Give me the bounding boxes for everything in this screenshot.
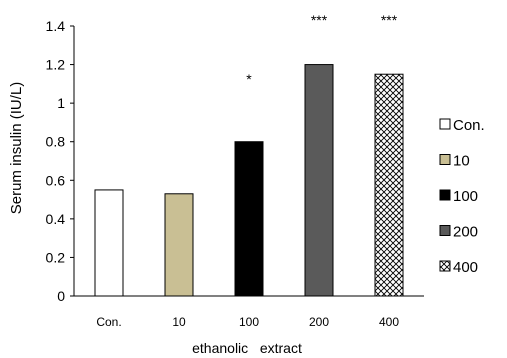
y-tick-label: 1.4 (46, 18, 66, 34)
y-ticks: 0 0.2 0.4 0.6 0.8 1 1.2 1.4 (46, 18, 74, 304)
legend-swatch (439, 118, 451, 130)
legend-label: Con. (453, 117, 485, 134)
x-tick-label: Con. (96, 315, 121, 329)
y-tick-label: 0.4 (46, 211, 66, 227)
significance-marker: *** (311, 12, 328, 28)
legend-label: 100 (453, 188, 478, 205)
bar-3 (234, 141, 264, 297)
y-tick-label: 0 (57, 288, 65, 304)
legend-label: 200 (453, 224, 478, 241)
legend-label: 400 (453, 259, 478, 276)
x-tick-label: 100 (239, 315, 259, 329)
bar-1 (94, 189, 124, 297)
legend-swatch (439, 154, 451, 165)
y-tick-label: 0.2 (46, 249, 66, 265)
significance-annotations: **** *** (246, 12, 397, 87)
bar-4 (304, 64, 334, 297)
legend-swatch (439, 225, 451, 236)
bar-5 (374, 73, 404, 297)
bars (94, 64, 404, 297)
x-tick-label: 200 (309, 315, 329, 329)
y-tick-label: 0.6 (46, 172, 66, 188)
significance-marker: * (246, 71, 252, 87)
significance-marker: *** (381, 12, 398, 28)
x-axis-label: ethanolic extract (192, 340, 302, 356)
y-tick-label: 1.2 (46, 57, 66, 73)
bar-2 (164, 193, 194, 297)
y-axis-label: Serum insulin (IU/L) (8, 82, 25, 215)
x-ticks: Con. 10 100 200 400 (96, 315, 399, 329)
x-tick-label: 10 (172, 315, 186, 329)
x-tick-label: 400 (379, 315, 399, 329)
legend-label: 10 (453, 153, 470, 170)
y-tick-label: 1 (57, 95, 65, 111)
legend: Con. 10 100 200 400 (439, 117, 485, 276)
legend-swatch (439, 260, 451, 272)
y-tick-label: 0.8 (46, 134, 66, 150)
legend-swatch (439, 189, 451, 201)
